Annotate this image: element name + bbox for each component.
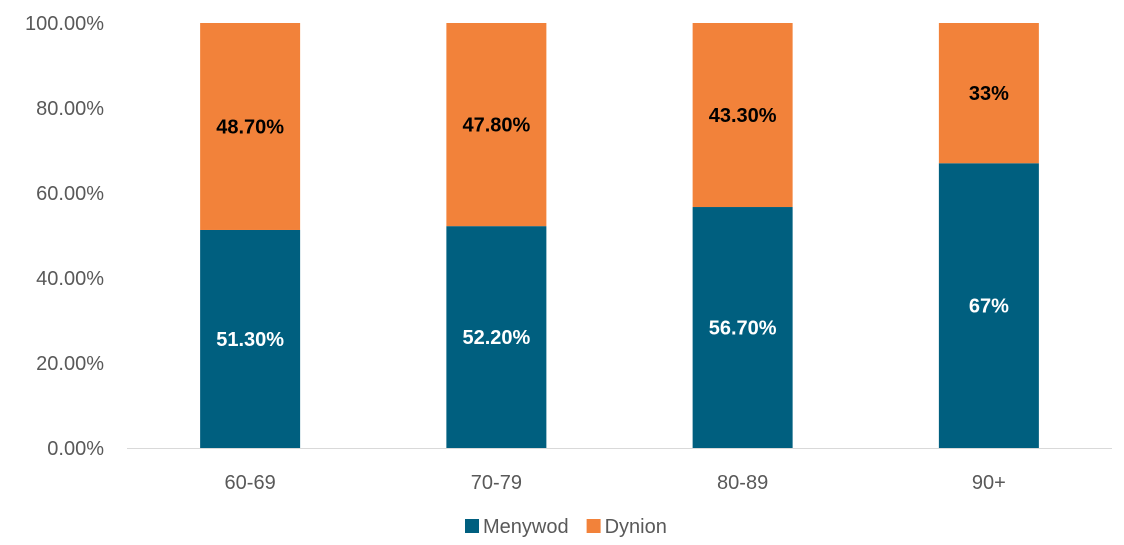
legend-swatch: [587, 519, 601, 533]
data-label: 48.70%: [216, 116, 284, 138]
data-label: 51.30%: [216, 329, 284, 351]
x-axis: 60-69 70-79 80-89 90+: [225, 472, 1006, 494]
x-tick-label: 90+: [972, 472, 1006, 494]
bars: [200, 23, 1039, 448]
data-label: 56.70%: [709, 318, 777, 340]
legend-item-dynion: Dynion: [587, 516, 667, 538]
data-label: 33%: [969, 83, 1009, 105]
y-tick-label: 0.00%: [47, 438, 104, 460]
y-tick-label: 60.00%: [36, 183, 104, 205]
legend-item-menywod: Menywod: [465, 516, 569, 538]
data-label: 43.30%: [709, 105, 777, 127]
x-tick-label: 80-89: [717, 472, 768, 494]
data-label: 47.80%: [462, 115, 530, 137]
y-axis: 0.00% 20.00% 40.00% 60.00% 80.00% 100.00%: [25, 13, 104, 460]
legend: Menywod Dynion: [465, 516, 667, 538]
y-tick-label: 80.00%: [36, 98, 104, 120]
legend-label: Dynion: [605, 516, 667, 538]
y-tick-label: 20.00%: [36, 353, 104, 375]
data-labels: 51.30% 48.70% 52.20% 47.80% 56.70% 43.30% 67% 3…: [216, 83, 1009, 351]
legend-swatch: [465, 519, 479, 533]
y-tick-label: 40.00%: [36, 268, 104, 290]
data-label: 52.20%: [462, 327, 530, 349]
legend-label: Menywod: [483, 516, 569, 538]
y-tick-label: 100.00%: [25, 13, 104, 35]
x-tick-label: 60-69: [225, 472, 276, 494]
x-tick-label: 70-79: [471, 472, 522, 494]
data-label: 67%: [969, 296, 1009, 318]
